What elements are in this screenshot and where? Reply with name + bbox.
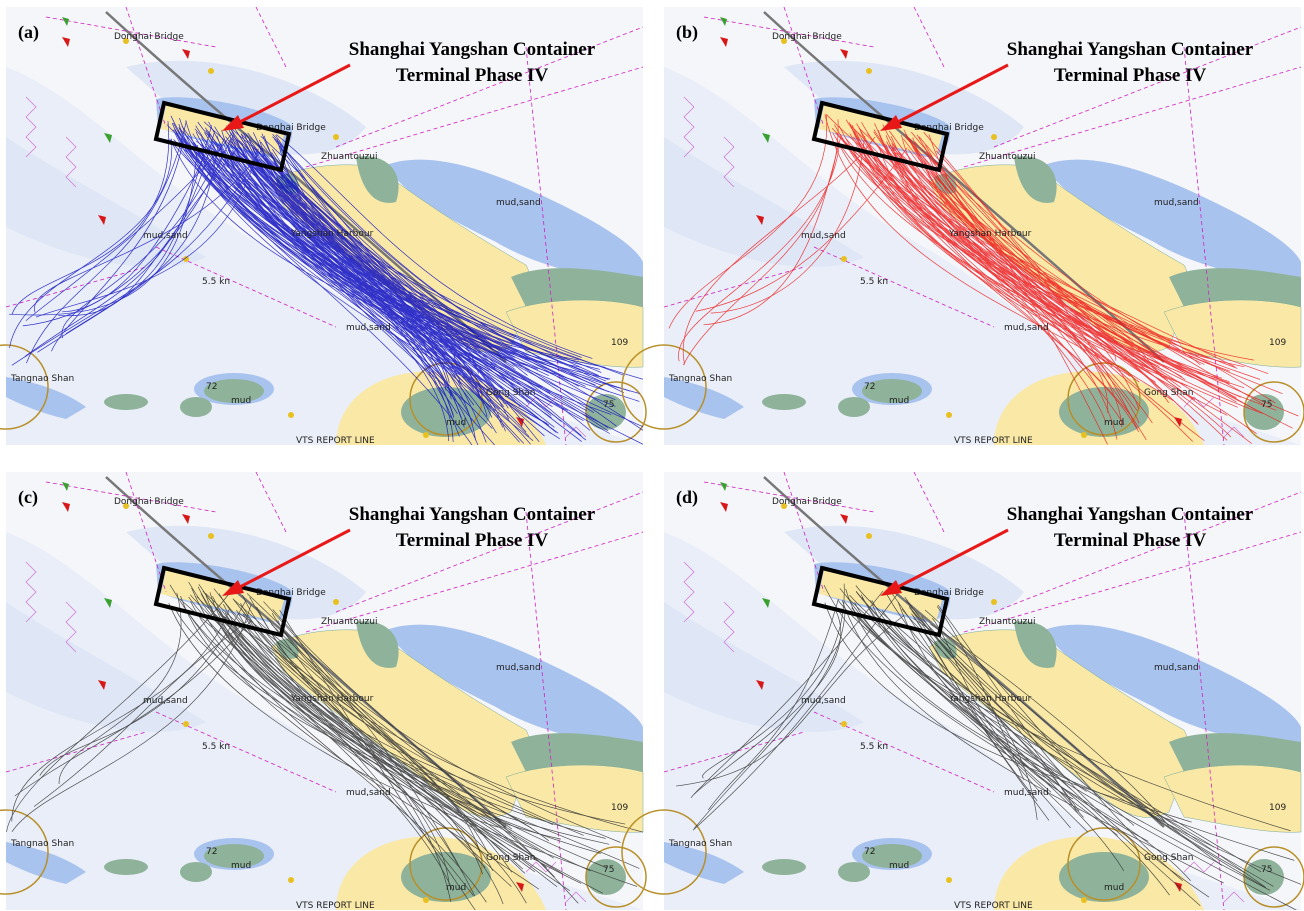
panel-label: (b) — [676, 22, 698, 43]
panel-title: Terminal Phase IV — [396, 530, 549, 551]
map-label: 72 — [864, 847, 875, 857]
map-label: Zhuantouzui — [321, 152, 377, 162]
map-label: Tangnao Shan — [668, 374, 732, 384]
map-label: 75 — [1261, 400, 1272, 410]
panel-title: Terminal Phase IV — [1054, 65, 1207, 86]
map-label: mud — [889, 396, 909, 406]
map-panel: Donghai BridgeDonghai BridgeZhuantouzuim… — [622, 7, 1304, 446]
map-label: Yangshan Harbour — [948, 229, 1032, 239]
map-label: mud,sand — [801, 696, 846, 706]
map-label: mud — [1104, 418, 1124, 428]
map-label: 5.5 kn — [860, 742, 888, 752]
map-label: mud,sand — [496, 198, 541, 208]
map-label: mud — [231, 396, 251, 406]
map-label: mud — [889, 861, 909, 871]
map-label: Gong Shan — [486, 853, 535, 863]
panel-title: Shanghai Yangshan Container — [1007, 504, 1254, 525]
map-label: Tangnao Shan — [10, 839, 74, 849]
map-label: mud,sand — [801, 231, 846, 241]
map-label: 75 — [603, 400, 614, 410]
map-label: Zhuantouzui — [979, 152, 1035, 162]
map-label: Donghai Bridge — [114, 497, 184, 507]
page: {"map_labels":["Donghai Bridge","Donghai… — [0, 0, 1304, 911]
map-label: 72 — [206, 847, 217, 857]
map-label: Yangshan Harbour — [290, 694, 374, 704]
map-label: Yangshan Harbour — [290, 229, 374, 239]
map-label: mud,sand — [143, 231, 188, 241]
map-label: 109 — [1269, 803, 1286, 813]
map-label: 72 — [206, 382, 217, 392]
map-label: mud,sand — [1154, 198, 1199, 208]
figure: Donghai Bridge Donghai Bridge Zhuantouzui m… — [0, 0, 1304, 911]
map-label: 5.5 kn — [202, 742, 230, 752]
panel-label: (d) — [676, 487, 698, 508]
map-label: VTS REPORT LINE — [296, 436, 375, 446]
map-panel: Donghai BridgeDonghai BridgeZhuantouzuim… — [0, 472, 646, 911]
map-label: Gong Shan — [1144, 388, 1193, 398]
map-label: Donghai Bridge — [772, 497, 842, 507]
panel-label: (a) — [18, 22, 39, 43]
map-label: mud — [446, 883, 466, 893]
map-label: Gong Shan — [1144, 853, 1193, 863]
map-label: Yangshan Harbour — [948, 694, 1032, 704]
map-label: 72 — [864, 382, 875, 392]
map-label: mud,sand — [1154, 663, 1199, 673]
panel-title: Terminal Phase IV — [1054, 530, 1207, 551]
map-label: Gong Shan — [486, 388, 535, 398]
map-label: mud,sand — [346, 788, 391, 798]
map-label: 109 — [611, 803, 628, 813]
map-label: Tangnao Shan — [668, 839, 732, 849]
panel-title: Shanghai Yangshan Container — [349, 504, 596, 525]
map-label: mud — [231, 861, 251, 871]
panel-title: Shanghai Yangshan Container — [349, 39, 596, 60]
map-label: mud,sand — [346, 323, 391, 333]
map-label: Zhuantouzui — [979, 617, 1035, 627]
map-label: mud,sand — [1004, 323, 1049, 333]
map-label: 75 — [1261, 865, 1272, 875]
map-label: Zhuantouzui — [321, 617, 377, 627]
map-label: VTS REPORT LINE — [296, 901, 375, 911]
map-label: Tangnao Shan — [10, 374, 74, 384]
map-label: 109 — [611, 338, 628, 348]
map-label: VTS REPORT LINE — [954, 436, 1033, 446]
map-label: VTS REPORT LINE — [954, 901, 1033, 911]
map-label: mud — [446, 418, 466, 428]
map-label: mud,sand — [496, 663, 541, 673]
map-label: mud — [1104, 883, 1124, 893]
map-label: mud,sand — [1004, 788, 1049, 798]
panel-title: Shanghai Yangshan Container — [1007, 39, 1254, 60]
map-label: Donghai Bridge — [772, 32, 842, 42]
map-label: Donghai Bridge — [114, 32, 184, 42]
map-label: 109 — [1269, 338, 1286, 348]
map-label: mud,sand — [143, 696, 188, 706]
map-label: 5.5 kn — [860, 277, 888, 287]
panel-label: (c) — [18, 487, 38, 508]
map-label: 75 — [603, 865, 614, 875]
map-label: 5.5 kn — [202, 277, 230, 287]
panel-title: Terminal Phase IV — [396, 65, 549, 86]
